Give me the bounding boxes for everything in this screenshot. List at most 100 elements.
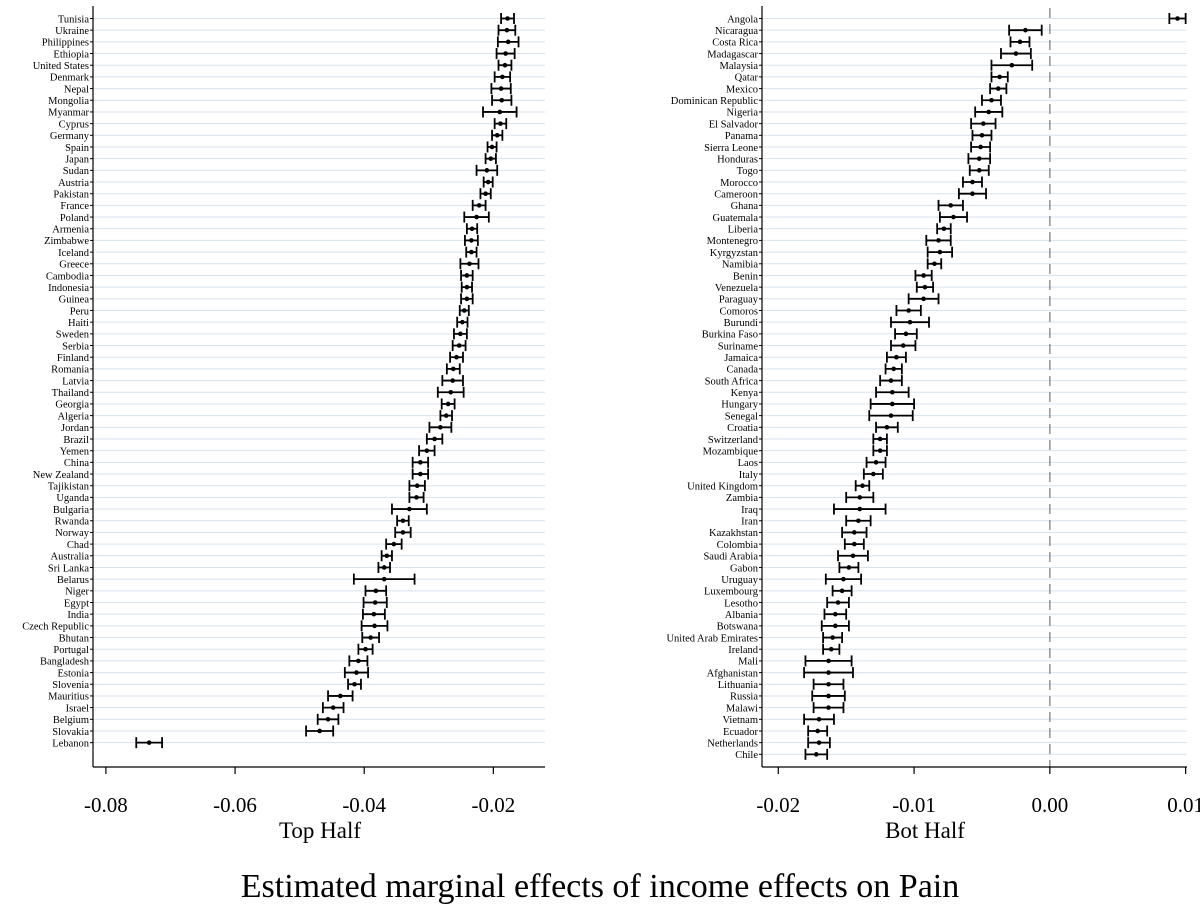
top-half-point-estimate: [317, 728, 322, 734]
top-half-row-label: Lebanon: [52, 738, 89, 749]
top-half-x-tick-label: -0.04: [342, 793, 386, 817]
top-half-row-label: Chad: [67, 540, 90, 551]
bot-half-point-estimate: [1175, 16, 1180, 21]
bot-half-point-estimate: [976, 168, 982, 173]
top-half-row-label: Poland: [60, 213, 90, 224]
bot-half-row-label: Togo: [737, 166, 758, 177]
top-half-point-estimate: [469, 238, 474, 243]
top-half-row-label: Israel: [66, 703, 89, 714]
top-half-row-label: Haiti: [68, 318, 89, 329]
bot-half-row-label: Madagascar: [707, 49, 758, 60]
bot-half-row-label: Liberia: [728, 225, 759, 236]
bot-half-row-label: Ecuador: [723, 727, 758, 738]
top-half-point-estimate: [450, 378, 455, 383]
bot-half-row-label: Zambia: [726, 493, 758, 504]
bot-half-row-label: Paraguay: [719, 295, 759, 306]
bot-half-point-estimate: [1009, 62, 1015, 68]
bot-half-row-label: Morocco: [720, 178, 758, 189]
bot-half-point-estimate: [888, 413, 894, 418]
top-half-row-label: Egypt: [64, 598, 89, 609]
bot-half-row-label: Botswana: [717, 622, 759, 633]
top-half-point-estimate: [505, 39, 511, 45]
bot-half-row-label: Kyrgyzstan: [710, 248, 759, 259]
top-half-row-label: Australia: [51, 552, 90, 563]
bot-half-row-label: Chile: [735, 750, 758, 761]
bot-half-point-estimate: [841, 576, 846, 582]
top-half-point-estimate: [432, 436, 437, 442]
bot-half-point-estimate: [873, 460, 879, 465]
bot-half-row-label: Uruguay: [721, 575, 758, 586]
bot-half-row-label: Gabon: [730, 563, 759, 574]
top-half-row-label: Georgia: [55, 400, 89, 411]
bot-half-point-estimate: [815, 728, 820, 734]
bot-half-row-label: Ireland: [728, 645, 758, 656]
top-half-row-label: Mongolia: [48, 96, 89, 107]
top-half-row-label: Bhutan: [59, 633, 90, 644]
bot-half-row-label: Mozambique: [703, 446, 759, 457]
bot-half-point-estimate: [1023, 27, 1028, 33]
bot-half-point-estimate: [970, 191, 975, 196]
bot-half-x-tick-label: 0.01: [1167, 793, 1200, 817]
bot-half-point-estimate: [871, 471, 876, 477]
top-half-point-estimate: [400, 530, 406, 535]
top-half-point-estimate: [391, 541, 397, 547]
top-half-point-estimate: [498, 121, 503, 126]
top-half-point-estimate: [458, 331, 463, 337]
bot-half-point-estimate: [986, 109, 992, 115]
top-half-point-estimate: [381, 576, 387, 582]
top-half-row-label: Czech Republic: [22, 622, 89, 633]
bot-half-point-estimate: [989, 97, 994, 103]
bot-half-row-label: Albania: [725, 610, 759, 621]
top-half-point-estimate: [438, 425, 443, 430]
top-half-row-label: Tunisia: [58, 14, 89, 25]
top-half-row-label: Uganda: [56, 493, 89, 504]
top-half-point-estimate: [497, 109, 503, 115]
bot-half-row-label: South Africa: [705, 376, 759, 387]
top-half-row-label: Sudan: [63, 166, 90, 177]
top-half-point-estimate: [372, 600, 378, 605]
top-half-row-label: Sri Lanka: [48, 563, 89, 574]
bot-half-point-estimate: [922, 284, 928, 290]
top-half-row-label: Bangladesh: [40, 657, 90, 668]
bot-half-row-label: Canada: [727, 365, 759, 376]
bot-half-point-estimate: [1017, 39, 1023, 45]
top-half-point-estimate: [400, 518, 406, 524]
bot-half-row-label: Hungary: [721, 400, 758, 411]
bot-half-x-tick-label: 0.00: [1031, 793, 1068, 817]
top-half-point-estimate: [368, 635, 373, 640]
top-half-point-estimate: [414, 483, 420, 489]
top-half-row-label: Latvia: [62, 376, 89, 387]
bot-half-point-estimate: [856, 518, 861, 524]
top-half-point-estimate: [381, 565, 387, 570]
top-half-row-label: Yemen: [60, 446, 90, 457]
bot-half-row-label: Montenegro: [707, 236, 758, 247]
bot-half-point-estimate: [891, 366, 897, 372]
top-half-x-tick-label: -0.02: [471, 793, 515, 817]
top-half-row-label: Greece: [59, 260, 89, 271]
top-half-point-estimate: [469, 249, 474, 255]
bot-half-point-estimate: [860, 483, 865, 489]
top-half-point-estimate: [464, 273, 470, 278]
bot-half-point-estimate: [903, 331, 909, 337]
bot-half-row-label: Comoros: [719, 306, 758, 317]
bot-half-row-label: Angola: [727, 14, 758, 25]
top-half-row-label: Estonia: [58, 668, 90, 679]
top-half-row-label: Belarus: [57, 575, 89, 586]
bot-half-row-label: Jamaica: [724, 353, 758, 364]
bot-half-point-estimate: [894, 354, 899, 360]
bot-half-point-estimate: [833, 611, 838, 617]
bot-half-row-label: Nigeria: [727, 108, 759, 119]
top-half-row-label: Guinea: [59, 295, 90, 306]
bot-half-row-label: Nicaragua: [715, 26, 758, 37]
bot-half-row-label: Lithuania: [718, 680, 759, 691]
top-half-row-label: Ukraine: [55, 26, 89, 37]
bot-half-point-estimate: [890, 389, 895, 395]
top-half-point-estimate: [456, 343, 462, 348]
top-half-row-label: Philippines: [42, 38, 89, 49]
top-half-point-estimate: [418, 471, 423, 477]
bot-half-row-label: United Kingdom: [687, 482, 758, 493]
bot-half-row-label: Netherlands: [707, 738, 758, 749]
bot-half-row-label: Lesotho: [724, 598, 758, 609]
bot-half-row-label: Honduras: [717, 154, 758, 165]
